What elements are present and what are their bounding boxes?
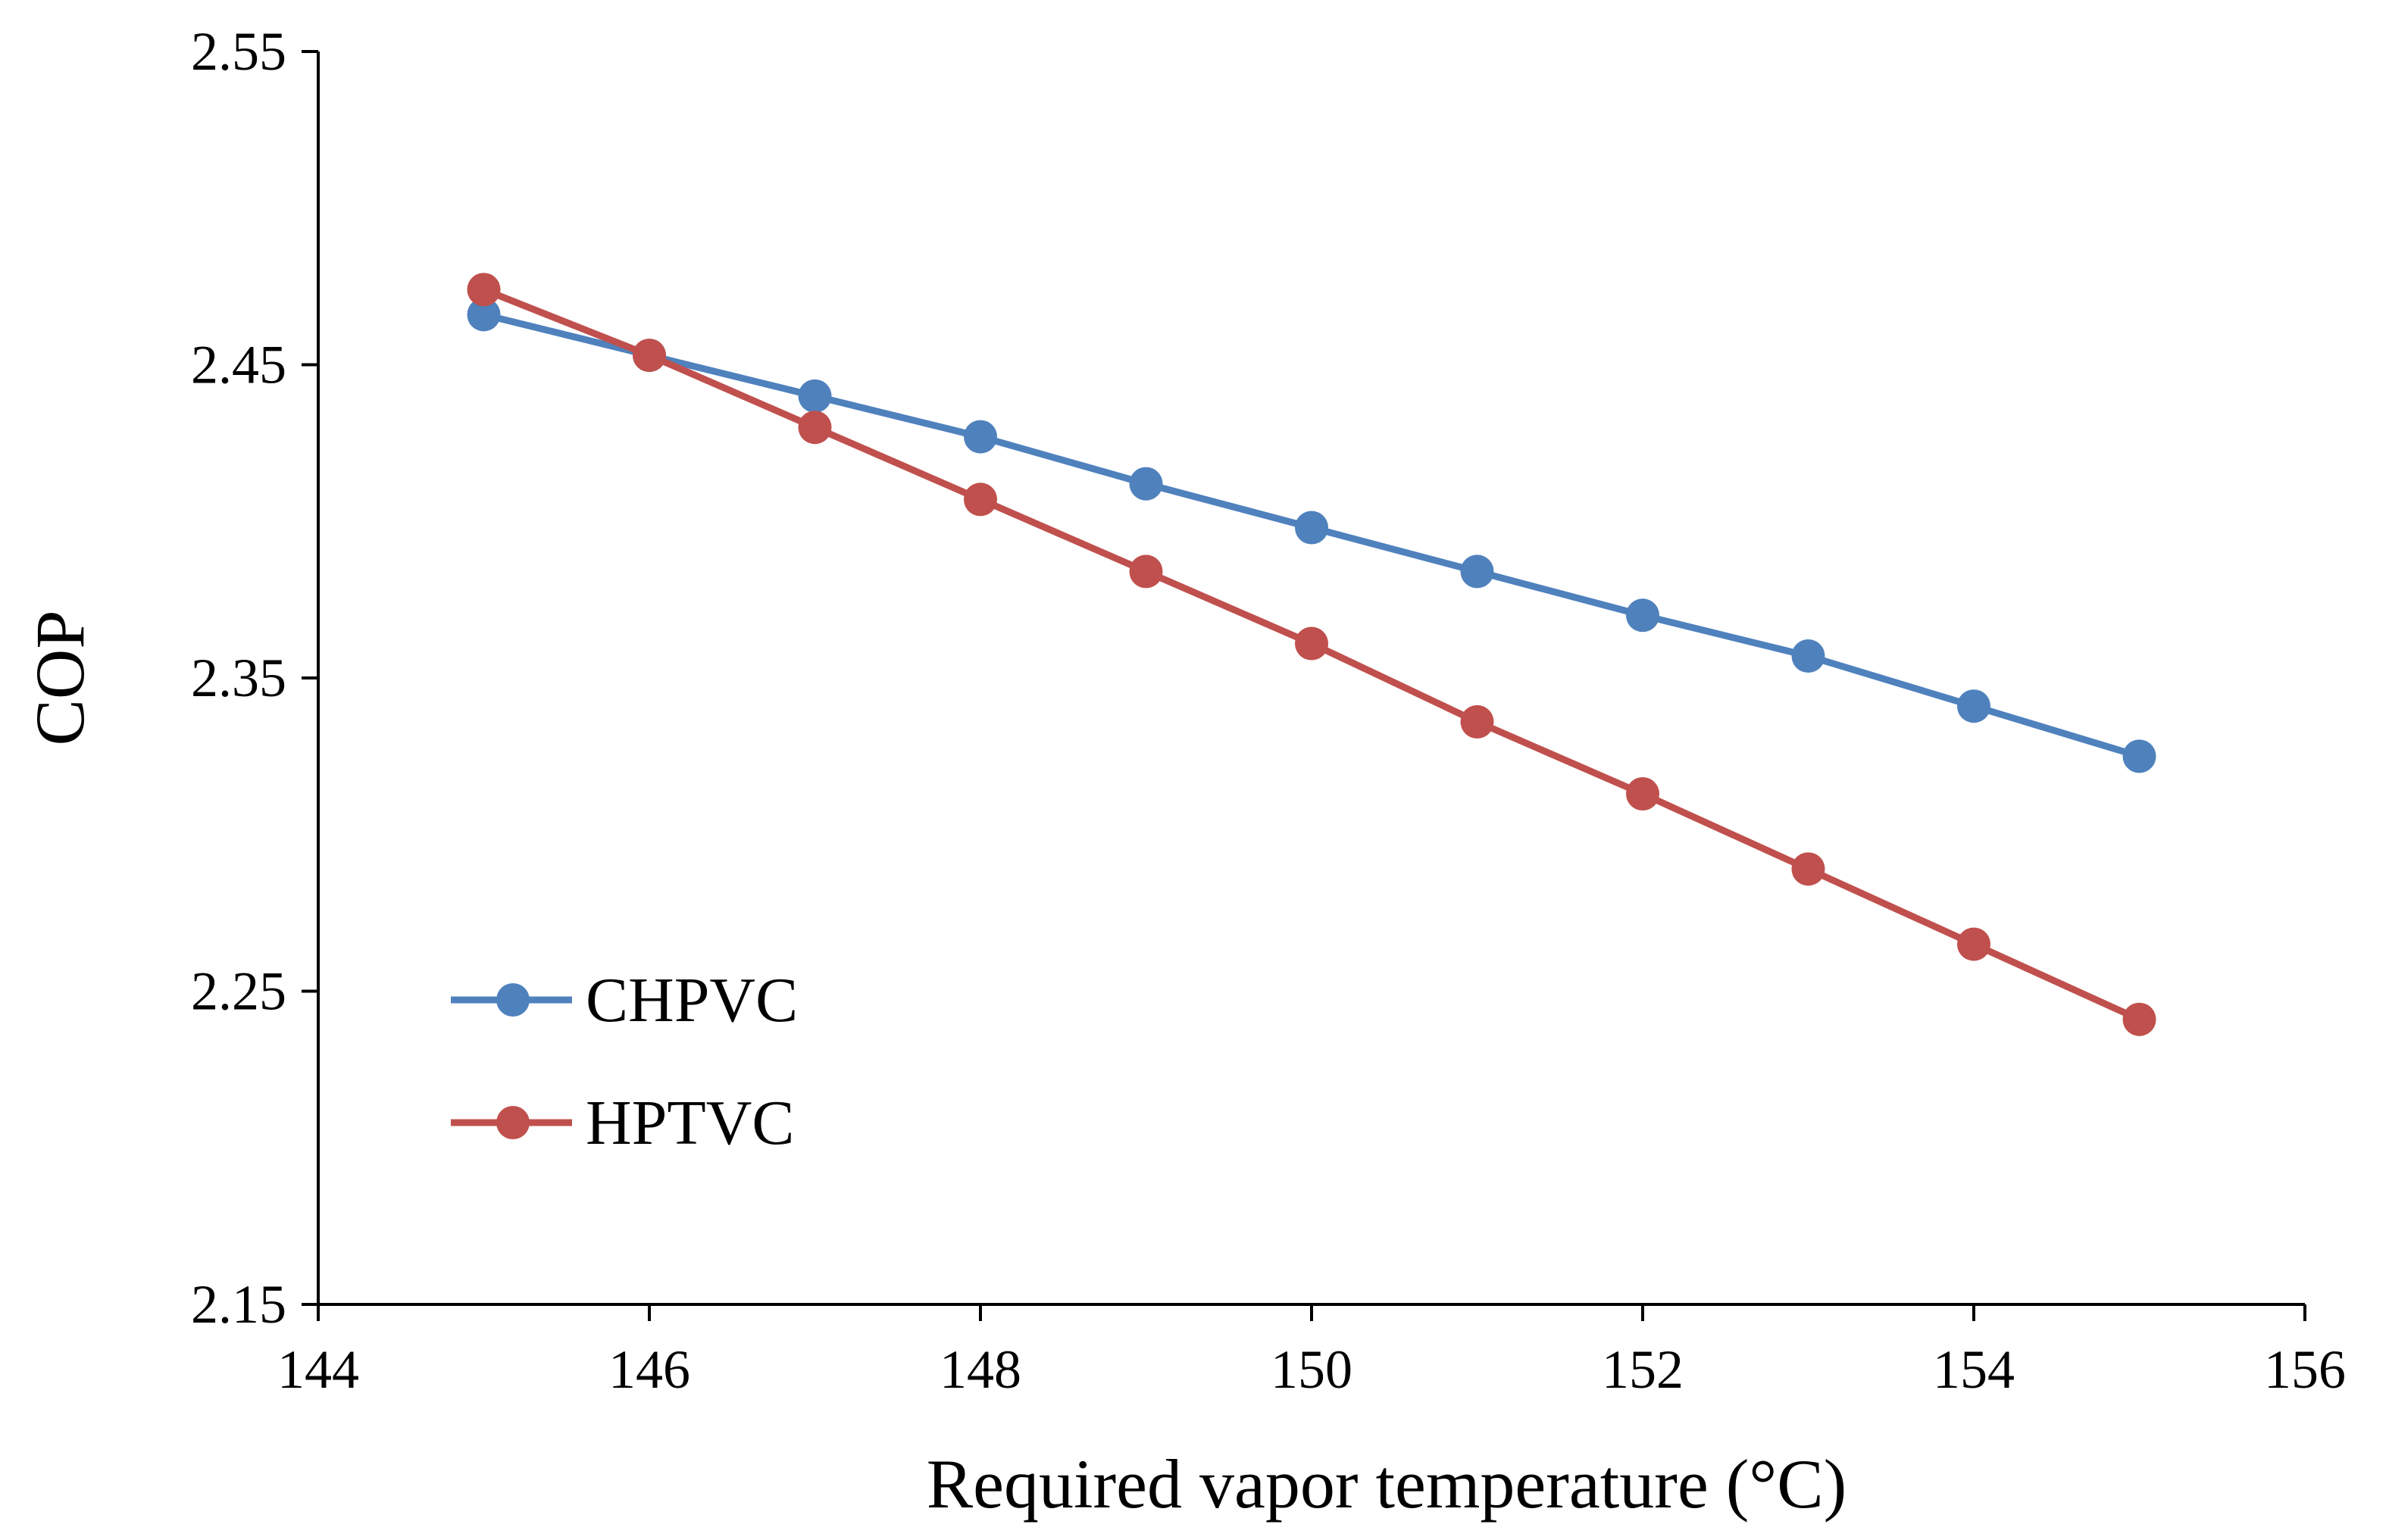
- y-tick-label: 2.15: [191, 1274, 286, 1335]
- data-point-hptvc: [1957, 927, 1990, 961]
- y-axis-title: COP: [21, 611, 98, 746]
- data-point-chpvc: [1295, 511, 1328, 545]
- x-tick-label: 154: [1933, 1339, 2015, 1400]
- legend-item-chpvc: CHPVC: [451, 965, 798, 1036]
- y-tick-label: 2.25: [191, 961, 286, 1022]
- data-point-chpvc: [1957, 689, 1990, 723]
- data-point-chpvc: [2122, 739, 2156, 773]
- x-tick-label: 148: [940, 1339, 1021, 1400]
- data-point-chpvc: [1129, 467, 1163, 501]
- legend-label: CHPVC: [586, 965, 798, 1036]
- data-point-hptvc: [467, 273, 501, 307]
- data-point-chpvc: [1791, 639, 1825, 673]
- data-point-hptvc: [1129, 554, 1163, 589]
- y-tick-label: 2.45: [191, 335, 286, 395]
- data-point-hptvc: [1295, 626, 1328, 661]
- x-axis-title: Required vapor temperature (°C): [927, 1445, 1846, 1523]
- x-tick-label: 146: [608, 1339, 690, 1400]
- data-point-hptvc: [798, 411, 832, 445]
- data-point-chpvc: [798, 379, 832, 413]
- legend-swatch-marker: [496, 983, 530, 1017]
- legend-label: HPTVC: [586, 1088, 794, 1158]
- legend-item-hptvc: HPTVC: [451, 1088, 794, 1158]
- data-point-chpvc: [1626, 598, 1659, 633]
- data-point-chpvc: [1460, 554, 1494, 589]
- series-hptvc: [467, 273, 2156, 1036]
- data-point-chpvc: [964, 420, 997, 454]
- series-layer: [467, 273, 2156, 1036]
- x-tick-label: 150: [1271, 1339, 1352, 1400]
- data-point-hptvc: [964, 483, 997, 517]
- data-point-hptvc: [1626, 776, 1659, 811]
- axes: 2.152.252.352.452.55 144 146 148 150 152 154 1…: [191, 21, 2346, 1400]
- x-tick-label: 152: [1602, 1339, 1684, 1400]
- data-point-hptvc: [1791, 852, 1825, 886]
- legend: CHPVC HPTVC: [451, 965, 798, 1158]
- data-point-hptvc: [633, 339, 666, 373]
- x-ticks: 144 146 148 150 152 154 156: [277, 1304, 2346, 1400]
- x-tick-label: 156: [2264, 1339, 2346, 1400]
- series-chpvc: [467, 298, 2156, 773]
- y-tick-label: 2.35: [191, 648, 286, 708]
- data-point-chpvc: [467, 298, 501, 332]
- legend-swatch-marker: [496, 1106, 530, 1139]
- y-tick-label: 2.55: [191, 21, 286, 82]
- data-point-hptvc: [1460, 704, 1494, 739]
- y-ticks: 2.15 2.25 2.35 2.45 2.55: [191, 21, 318, 1335]
- data-point-hptvc: [2122, 1002, 2156, 1036]
- x-tick-label: 144: [277, 1339, 359, 1400]
